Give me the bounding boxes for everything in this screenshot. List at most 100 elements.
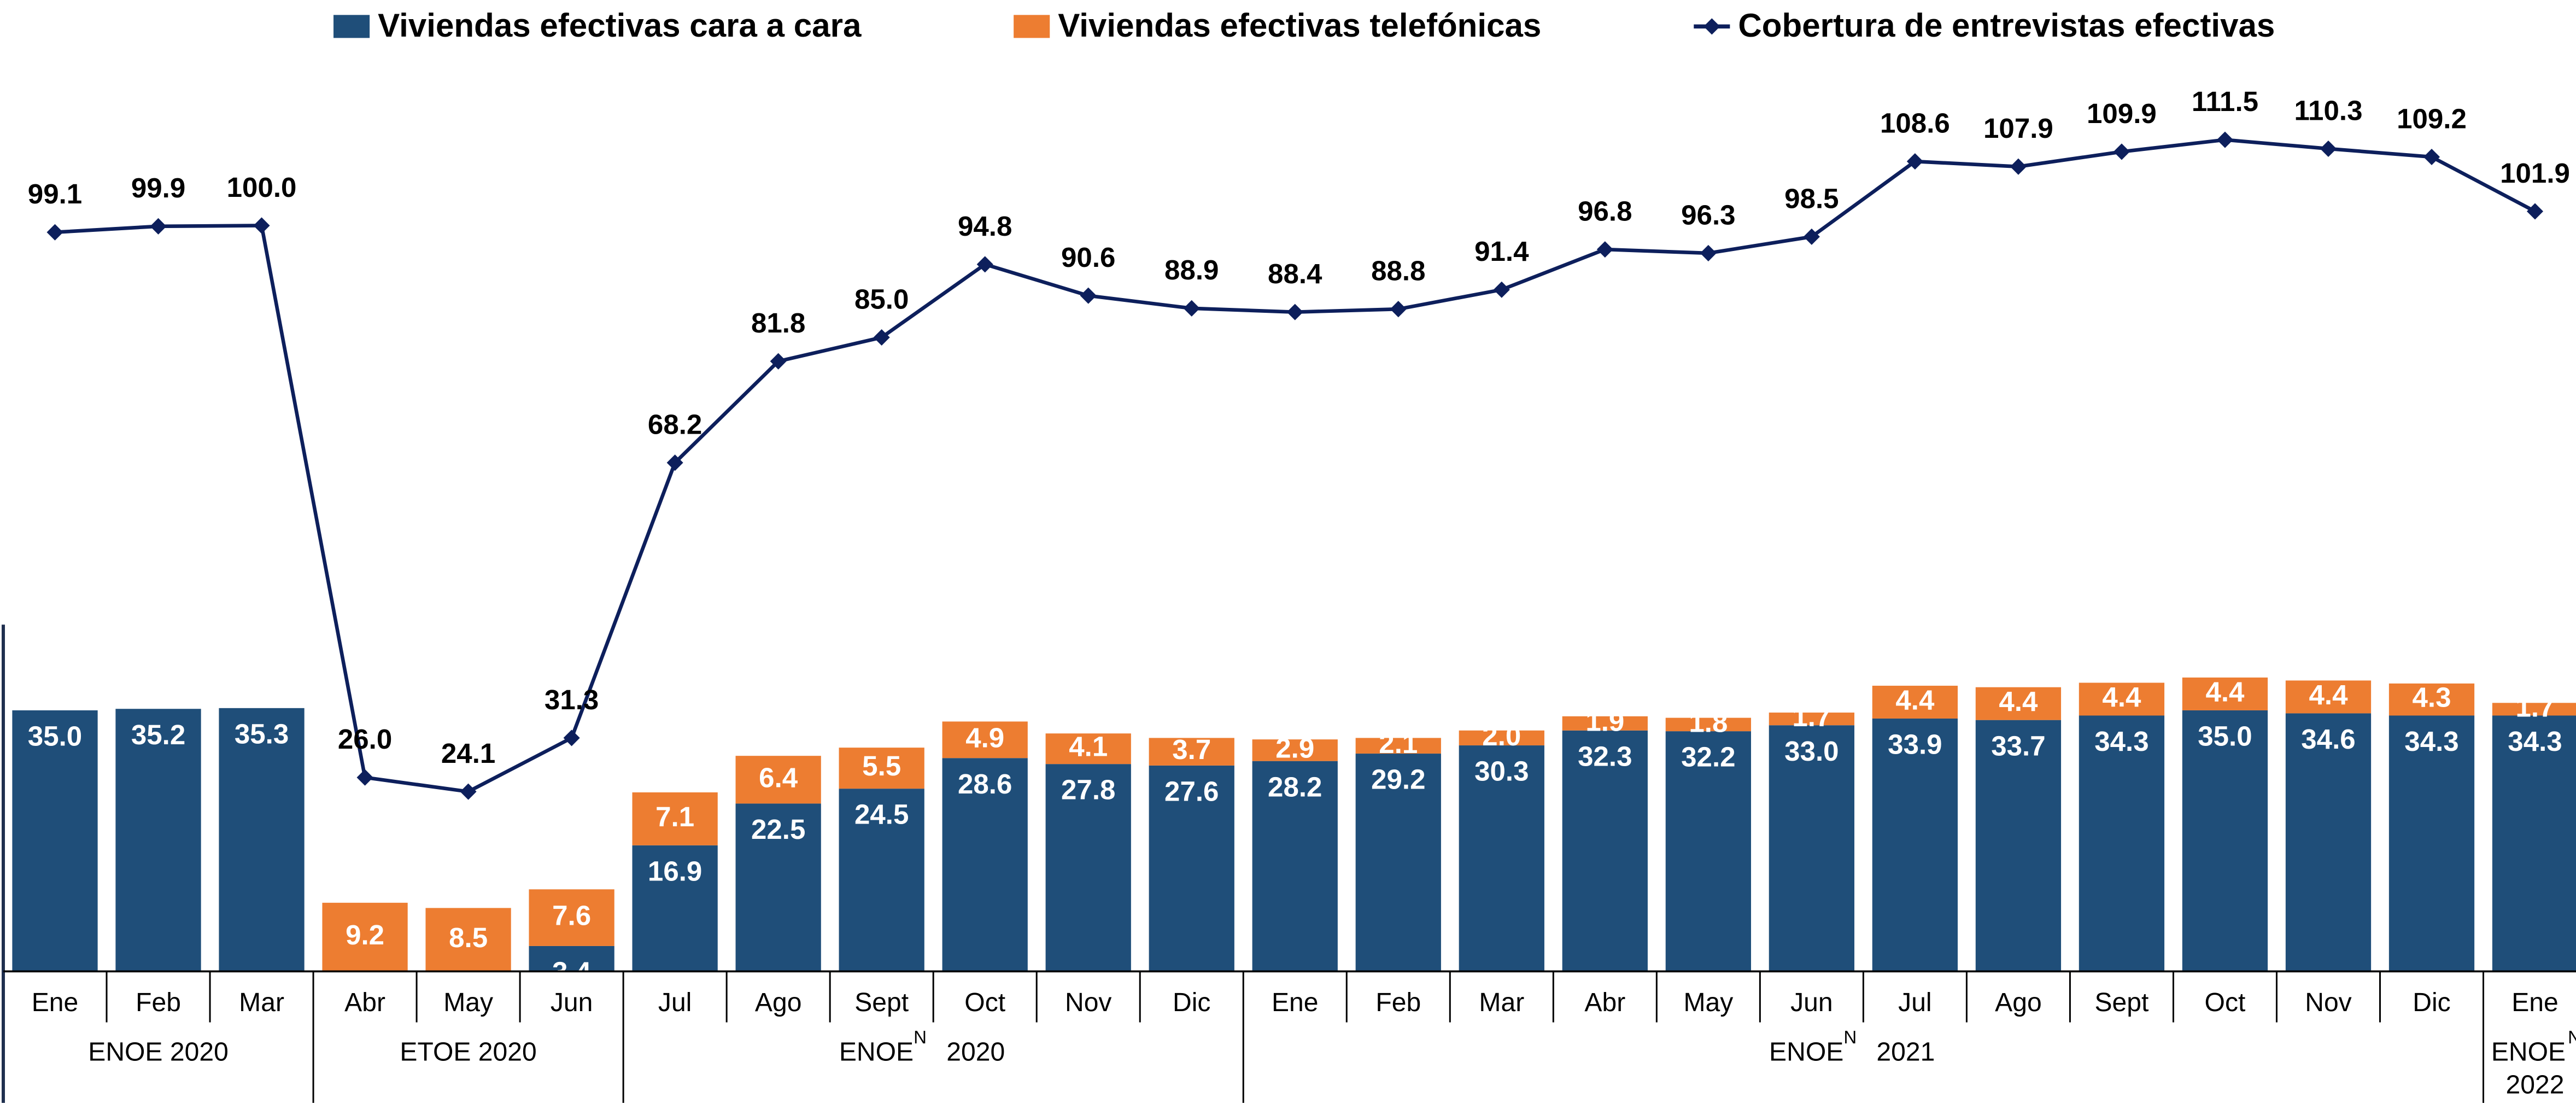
line-value-label: 109.2 bbox=[2397, 103, 2467, 134]
bar-value-label: 7.6 bbox=[552, 900, 591, 931]
bar bbox=[2492, 715, 2576, 972]
line-marker bbox=[2423, 148, 2440, 166]
bar-value-label: 3.7 bbox=[1172, 734, 1211, 765]
x-tick-label: Ago bbox=[755, 988, 802, 1017]
bar-value-label: 6.4 bbox=[759, 762, 798, 793]
bar bbox=[839, 748, 924, 789]
group-superscript: N bbox=[914, 1028, 927, 1048]
bar bbox=[12, 710, 98, 972]
line-value-label: 68.2 bbox=[648, 409, 702, 440]
group-superscript: N bbox=[2568, 1028, 2576, 1048]
bar bbox=[2182, 710, 2268, 972]
x-tick-label: Jul bbox=[1898, 988, 1931, 1017]
bar-value-label: 1.9 bbox=[1585, 705, 1624, 737]
x-tick-label: Ago bbox=[1995, 988, 2042, 1017]
bar-value-label: 34.3 bbox=[2404, 726, 2458, 757]
bar bbox=[219, 708, 305, 972]
bar bbox=[1975, 687, 2062, 720]
group-year: 2020 bbox=[946, 1037, 1005, 1066]
group-label: ETOE 2020 bbox=[400, 1037, 536, 1066]
bar bbox=[1769, 725, 1855, 972]
line-marker bbox=[356, 769, 373, 786]
bar-value-label: 27.6 bbox=[1164, 775, 1219, 807]
line-value-label: 88.4 bbox=[1268, 258, 1322, 289]
line-value-label: 110.3 bbox=[2294, 95, 2362, 126]
line-value-label: 111.5 bbox=[2192, 86, 2258, 117]
bar bbox=[529, 946, 614, 972]
legend-swatch bbox=[333, 15, 370, 38]
group-label: ENOE 2020 bbox=[88, 1037, 229, 1066]
bar-value-label: 34.3 bbox=[2094, 726, 2148, 757]
bar bbox=[1252, 761, 1338, 972]
bar bbox=[1252, 739, 1338, 761]
line-marker bbox=[1286, 304, 1303, 320]
bar bbox=[1562, 716, 1648, 731]
bar-value-label: 1.8 bbox=[1689, 707, 1728, 738]
bar bbox=[1665, 731, 1751, 972]
bar bbox=[2388, 715, 2475, 972]
bar bbox=[1459, 745, 1544, 972]
bar-value-label: 1.7 bbox=[2516, 691, 2555, 722]
bar-value-label: 9.2 bbox=[346, 919, 384, 950]
bar-value-label: 1.7 bbox=[1792, 701, 1831, 732]
group-year: 2022 bbox=[2506, 1070, 2565, 1099]
bar bbox=[322, 902, 408, 972]
line-marker bbox=[1906, 153, 1923, 170]
line-marker bbox=[1493, 281, 1510, 298]
bar bbox=[2182, 677, 2268, 710]
bar bbox=[1769, 713, 1855, 726]
x-tick-label: Oct bbox=[964, 988, 1005, 1017]
line-value-label: 100.0 bbox=[227, 172, 297, 203]
line-value-label: 88.8 bbox=[1371, 255, 1425, 287]
line-value-label: 31.3 bbox=[545, 684, 599, 715]
bar bbox=[2285, 713, 2372, 972]
bar bbox=[1355, 754, 1441, 972]
group-year: 2021 bbox=[1876, 1037, 1935, 1066]
line-marker bbox=[1700, 244, 1717, 261]
bar-value-label: 27.8 bbox=[1061, 774, 1115, 806]
bar-value-label: 24.5 bbox=[854, 799, 909, 830]
group-label: ENOE bbox=[2491, 1037, 2566, 1066]
line-marker bbox=[2526, 203, 2544, 220]
legend-label: Viviendas efectivas telefónicas bbox=[1058, 7, 1541, 44]
bar bbox=[2388, 683, 2475, 716]
bar-value-label: 35.3 bbox=[235, 718, 289, 749]
x-tick-label: Sept bbox=[2094, 988, 2148, 1017]
bar-value-label: 5.5 bbox=[862, 750, 901, 781]
x-tick-label: Dic bbox=[1173, 988, 1210, 1017]
line-marker bbox=[2320, 140, 2337, 157]
line-value-label: 99.1 bbox=[28, 178, 82, 209]
bar-value-label: 28.2 bbox=[1268, 771, 1322, 802]
bar-value-label: 33.0 bbox=[1784, 736, 1839, 767]
x-tick-label: Feb bbox=[136, 988, 181, 1017]
legend-marker bbox=[1703, 18, 1720, 35]
bar bbox=[942, 721, 1028, 758]
group-superscript: N bbox=[1843, 1028, 1857, 1048]
line-value-label: 88.9 bbox=[1164, 254, 1219, 285]
x-tick-label: Nov bbox=[1065, 988, 1112, 1017]
x-tick-label: Abr bbox=[344, 988, 385, 1017]
line-value-label: 91.4 bbox=[1474, 236, 1529, 267]
line-marker bbox=[1803, 228, 1820, 245]
bar-value-label: 29.2 bbox=[1371, 764, 1425, 795]
bar bbox=[115, 709, 201, 972]
bar-value-label: 35.0 bbox=[28, 721, 82, 752]
x-tick-label: Nov bbox=[2305, 988, 2352, 1017]
bar bbox=[1149, 765, 1234, 972]
line-marker bbox=[150, 218, 167, 235]
line-marker bbox=[563, 730, 580, 746]
x-tick-label: Sept bbox=[854, 988, 909, 1017]
line-value-label: 109.9 bbox=[2087, 98, 2157, 129]
line-value-label: 26.0 bbox=[338, 723, 392, 755]
bar-value-label: 4.9 bbox=[965, 722, 1004, 753]
bar-value-label: 4.1 bbox=[1069, 731, 1108, 762]
group-label: ENOE bbox=[1769, 1037, 1843, 1066]
bar bbox=[1975, 720, 2062, 972]
line-value-label: 107.9 bbox=[1983, 113, 2053, 144]
bar-value-label: 4.4 bbox=[1999, 686, 2038, 717]
bar bbox=[2079, 682, 2165, 716]
bar-value-label: 4.4 bbox=[2102, 681, 2141, 713]
bar bbox=[2285, 680, 2372, 714]
x-tick-label: Feb bbox=[1375, 988, 1421, 1017]
